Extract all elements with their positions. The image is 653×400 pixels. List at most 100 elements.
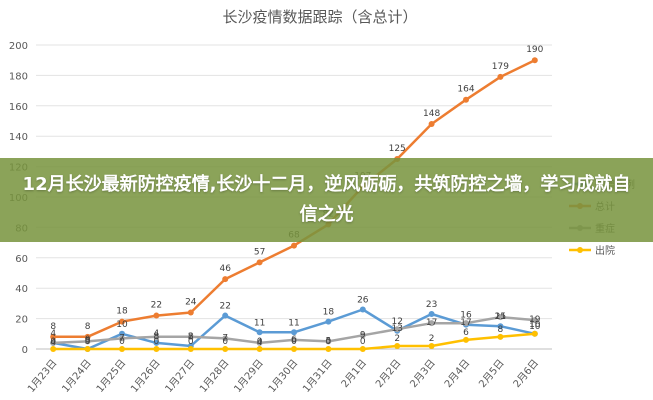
data-label: 13 (391, 324, 402, 334)
data-point (325, 346, 332, 352)
x-tick-label: 1月27日 (163, 357, 197, 395)
data-label: 179 (492, 62, 509, 72)
y-tick-label: 140 (9, 132, 28, 143)
x-tick-label: 2月4日 (442, 357, 472, 390)
data-label: 5 (85, 336, 91, 346)
data-point (256, 329, 263, 336)
data-label: 16 (460, 311, 472, 321)
x-axis-ticks: 1月23日 1月24日 1月25日 1月26日 1月27日 1月28日 1月29日 1月30日… (25, 357, 541, 395)
data-label: 125 (389, 144, 406, 154)
data-label: 10 (529, 320, 541, 330)
data-point (291, 336, 297, 343)
data-point (394, 342, 401, 349)
data-point (531, 317, 538, 324)
data-point (291, 329, 297, 336)
data-point (531, 57, 538, 64)
data-point (50, 339, 57, 346)
data-label: 4 (154, 329, 160, 339)
data-point (187, 346, 194, 352)
y-tick-label: 200 (9, 41, 28, 52)
data-point (428, 311, 435, 318)
data-point (187, 333, 194, 340)
data-label: 4 (257, 338, 263, 348)
data-label: 57 (254, 247, 265, 257)
x-tick-label: 1月28日 (197, 357, 231, 395)
y-tick-label: 60 (15, 254, 28, 265)
y-tick-label: 20 (15, 315, 28, 326)
data-point (359, 332, 366, 339)
data-label: 8 (154, 332, 160, 342)
x-tick-label: 1月25日 (94, 357, 128, 395)
data-label: 0 (188, 337, 194, 347)
data-point (497, 333, 504, 340)
data-label: 0 (222, 337, 228, 347)
data-label: 8 (498, 325, 504, 335)
chart-title: 长沙疫情数据跟踪（含总计） (222, 8, 417, 26)
data-label: 18 (116, 307, 128, 317)
x-tick-label: 1月24日 (60, 357, 94, 395)
data-point (84, 346, 91, 352)
data-point (119, 318, 125, 325)
x-tick-label: 1月29日 (232, 357, 266, 395)
data-point (428, 342, 435, 349)
data-label: 10 (529, 322, 541, 332)
data-label: 12 (391, 317, 402, 327)
data-label: 0 (119, 337, 125, 347)
data-label: 0 (85, 337, 91, 347)
x-tick-label: 1月31日 (300, 357, 334, 395)
data-point (119, 335, 125, 342)
data-point (256, 339, 263, 346)
data-labels: 4010422211111826122316151088182224465768… (50, 45, 543, 348)
data-point (84, 338, 91, 345)
data-point (256, 259, 263, 266)
data-label: 26 (357, 295, 369, 305)
data-point (119, 330, 125, 337)
data-point (359, 346, 366, 352)
data-point (463, 96, 469, 103)
data-label: 18 (323, 308, 335, 318)
data-label: 5 (326, 336, 332, 346)
headline-text: 12月长沙最新防控疫情,长沙十二月，逆风砺砺，共筑防控之墙，学习成就自信之光 (22, 174, 631, 225)
data-label: 0 (326, 337, 332, 347)
data-label: 11 (254, 318, 265, 328)
data-label: 23 (426, 300, 437, 310)
data-point (531, 330, 538, 337)
data-label: 2 (429, 334, 435, 344)
data-point (153, 339, 160, 346)
data-point (497, 314, 504, 321)
data-point (394, 326, 401, 333)
data-label: 0 (154, 337, 160, 347)
data-label: 15 (495, 312, 506, 322)
data-label: 8 (85, 322, 91, 332)
data-label: 21 (495, 312, 506, 322)
data-point (463, 320, 469, 327)
data-label: 9 (360, 330, 366, 340)
data-label: 22 (219, 302, 230, 312)
data-label: 2 (394, 334, 400, 344)
x-tick-label: 2月1日 (339, 357, 369, 390)
data-point (497, 73, 504, 80)
legend-marker (577, 247, 583, 253)
data-point (428, 121, 435, 128)
data-label: 0 (257, 337, 263, 347)
data-point (222, 346, 229, 352)
data-point (222, 276, 229, 283)
data-label: 7 (222, 333, 228, 343)
data-point (153, 333, 160, 340)
y-tick-label: 160 (9, 102, 28, 113)
y-tick-label: 40 (15, 284, 28, 295)
y-tick-label: 180 (9, 71, 28, 82)
data-label: 11 (288, 318, 299, 328)
data-label: 17 (426, 318, 437, 328)
data-label: 19 (529, 315, 541, 325)
data-point (50, 333, 57, 340)
data-label: 4 (50, 338, 56, 348)
x-tick-label: 2月5日 (476, 357, 506, 390)
data-label: 0 (50, 337, 56, 347)
x-tick-label: 2月2日 (373, 357, 403, 390)
data-point (187, 309, 194, 316)
data-label: 4 (50, 329, 56, 339)
data-label: 190 (526, 45, 543, 55)
data-label: 0 (85, 335, 91, 345)
